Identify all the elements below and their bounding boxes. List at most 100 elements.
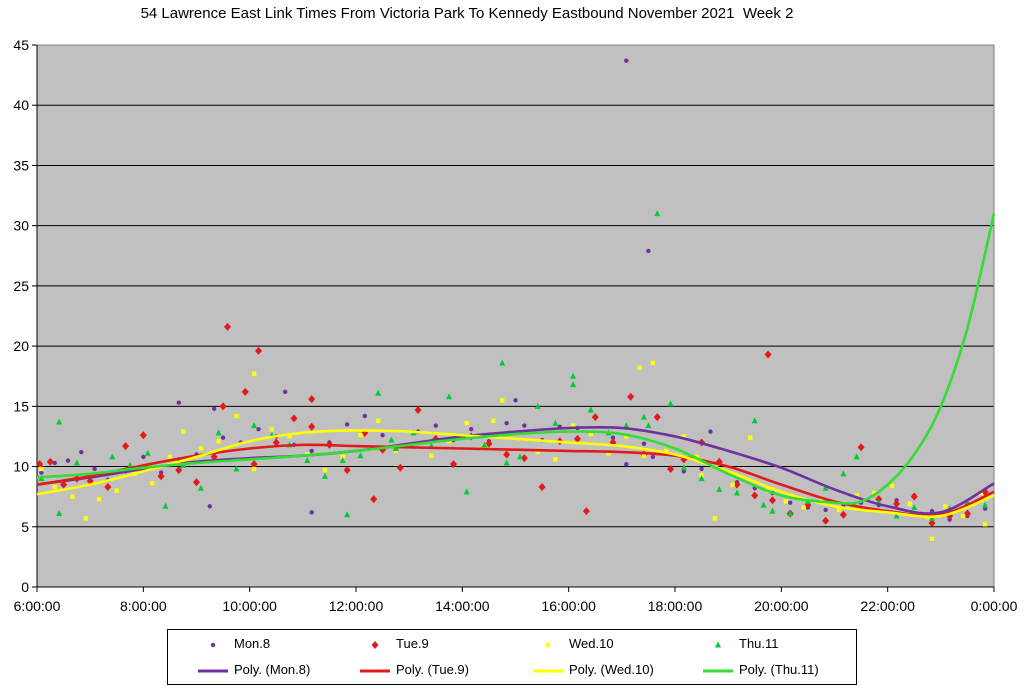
legend-item: Mon.8 [198,635,270,653]
data-point [141,454,146,460]
data-point [375,389,382,396]
data-point [624,434,629,439]
data-point [197,484,204,491]
data-point [162,502,169,509]
data-point [699,472,704,478]
data-point [46,457,54,466]
data-point [911,504,918,511]
data-point [446,393,453,400]
data-point [889,483,895,489]
data-point [591,413,599,422]
data-point [516,453,523,460]
data-point [637,365,642,370]
data-point [787,500,793,505]
data-point [396,463,404,472]
data-point [513,398,518,403]
data-point [751,491,759,500]
data-point [39,466,44,472]
data-point [552,419,559,426]
data-point [464,420,469,426]
data-point [73,459,80,466]
data-point [463,488,470,495]
data-point [362,413,368,419]
x-tick-label: 0:00:00 [971,598,1018,614]
data-point [641,453,647,458]
data-point [928,519,936,528]
data-point [667,400,674,407]
data-point [287,434,292,439]
data-point [122,442,130,451]
data-point [783,499,788,504]
legend-item: Poly. (Tue.9) [360,661,469,679]
legend-item: Poly. (Mon.8) [198,661,310,679]
legend-line-symbol [533,669,563,673]
legend-item: Wed.10 [533,635,614,653]
data-point [840,470,847,477]
y-tick-label: 35 [13,157,29,173]
data-point [339,457,346,464]
data-point [839,510,847,519]
data-point [70,494,75,499]
data-point [358,433,363,438]
data-point [748,435,753,440]
y-tick-label: 10 [13,459,29,475]
data-point [83,516,88,521]
data-point [215,429,222,436]
x-tick-label: 8:00:00 [120,598,167,614]
data-point [574,434,582,443]
legend-label: Poly. (Wed.10) [569,662,654,677]
data-point [760,501,767,508]
data-point [220,435,226,440]
legend-label: Mon.8 [234,636,271,651]
legend-label: Tue.9 [396,636,429,651]
data-point [433,423,438,428]
data-point [304,457,311,464]
data-point [198,446,204,451]
data-point [587,406,594,413]
data-point [503,450,511,459]
data-point [149,481,155,486]
data-point [960,513,966,519]
data-point [963,509,971,518]
data-point [768,496,776,505]
data-point [708,429,713,434]
chart-title: 54 Lawrence East Link Times From Victori… [140,5,794,22]
legend-marker-symbol [371,640,379,649]
data-point [943,504,948,509]
data-point [340,454,345,460]
data-point [553,457,558,462]
x-tick-label: 6:00:00 [14,598,61,614]
data-point [309,510,314,515]
data-point [872,490,877,496]
data-point [734,489,741,496]
data-point [801,505,806,510]
data-point [712,516,718,521]
data-point [269,427,275,432]
data-point [56,510,63,517]
data-point [114,488,119,493]
data-point [96,496,102,502]
data-point [650,360,656,366]
data-point [910,492,918,501]
chart-plot: 0 5 10 15 20 25 30 35 40 45 6:00:00 8:00:00 10:00:00… [13,37,1018,614]
data-point [698,475,705,482]
y-tick-label: 40 [13,97,29,113]
data-point [219,402,227,411]
x-tick-label: 16:00:00 [541,598,596,614]
data-point [751,417,758,424]
y-tick-label: 30 [13,218,29,234]
trendline-poly-wed-10 [36,429,995,519]
plot-area [37,45,994,587]
data-point [733,480,741,489]
data-point [570,372,577,379]
data-point [854,493,859,498]
data-point [272,438,280,447]
data-point [251,466,257,472]
legend-marker-symbol [210,642,216,647]
data-point [982,506,988,511]
y-tick-label: 0 [21,579,29,595]
data-point [193,478,200,487]
data-point [504,420,509,426]
data-point [181,429,186,434]
data-point [857,443,865,452]
